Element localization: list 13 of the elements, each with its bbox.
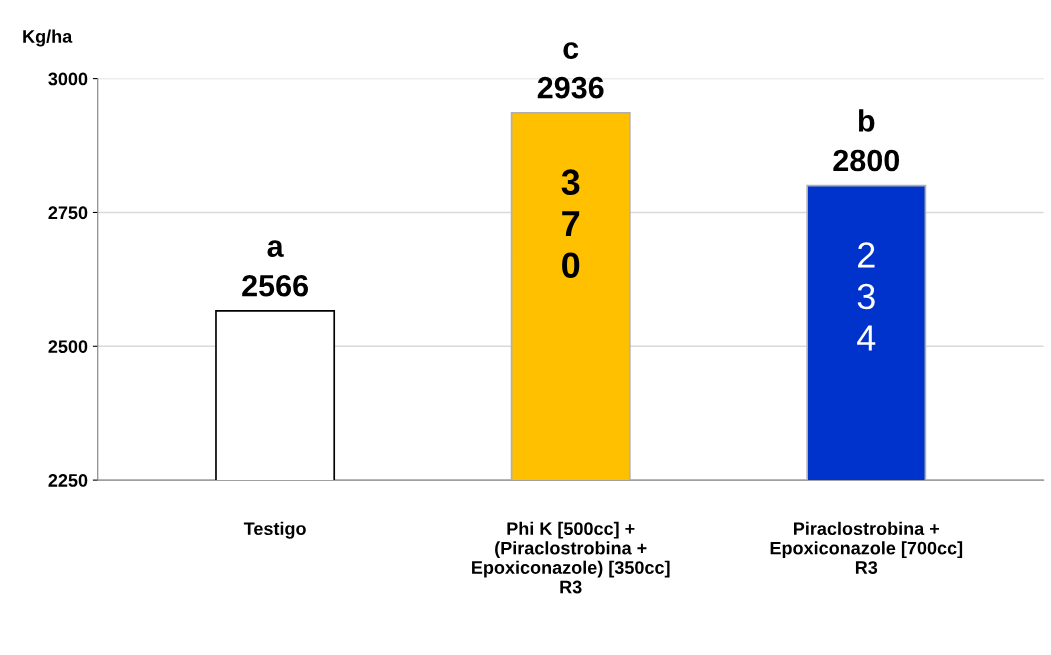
y-axis-title: Kg/ha	[23, 29, 73, 47]
y-tick-label: 2750	[48, 206, 88, 220]
x-tick-label: Testigo	[243, 521, 306, 539]
y-tick-label: 2250	[48, 474, 88, 487]
annotation: 2 3 4	[857, 242, 876, 351]
x-tick-label: Piraclostrobina + Epoxiconazole [700cc] R3	[770, 521, 963, 574]
annotation: 3 7 0	[561, 169, 580, 278]
data-label: c 2936	[537, 42, 604, 99]
y-tick-label: 3000	[48, 72, 88, 86]
y-tick-label: 2500	[48, 340, 88, 353]
data-label: a 2566	[242, 240, 308, 297]
data-label: b 2800	[833, 109, 900, 172]
x-tick-label: Phi K [500cc] + (Piraclostrobina + Epoxiconazole) [350cc] R3	[472, 521, 670, 594]
